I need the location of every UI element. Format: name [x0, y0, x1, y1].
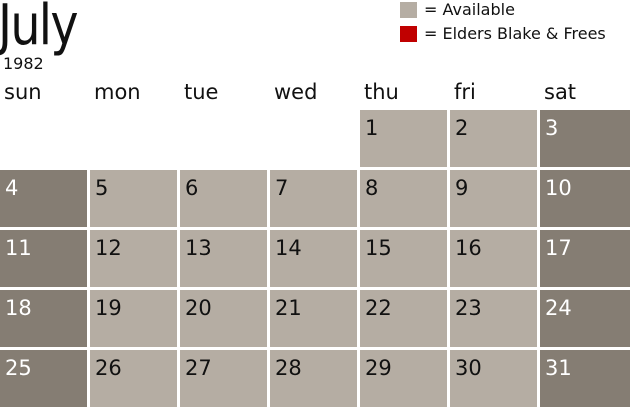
weekday-header-sat: sat [544, 80, 577, 104]
day-cell-17[interactable]: 17 [540, 230, 630, 287]
day-cell-28[interactable]: 28 [270, 350, 357, 407]
day-cell-1[interactable]: 1 [360, 110, 447, 167]
day-cell-25[interactable]: 25 [0, 350, 87, 407]
day-cell-18[interactable]: 18 [0, 290, 87, 347]
day-cell-24[interactable]: 24 [540, 290, 630, 347]
weekday-header-fri: fri [454, 80, 476, 104]
weekday-header-thu: thu [364, 80, 399, 104]
day-cell-27[interactable]: 27 [180, 350, 267, 407]
day-cell-10[interactable]: 10 [540, 170, 630, 227]
day-cell-5[interactable]: 5 [90, 170, 177, 227]
month-title: July [0, 0, 79, 58]
legend-elders: = Elders Blake & Frees [400, 24, 606, 43]
weekday-header-wed: wed [274, 80, 318, 104]
day-cell-31[interactable]: 31 [540, 350, 630, 407]
day-cell-4[interactable]: 4 [0, 170, 87, 227]
day-cell-21[interactable]: 21 [270, 290, 357, 347]
legend-swatch [400, 1, 417, 18]
day-cell-30[interactable]: 30 [450, 350, 537, 407]
weekday-header-tue: tue [184, 80, 219, 104]
legend-label: = Elders Blake & Frees [424, 24, 606, 43]
day-cell-19[interactable]: 19 [90, 290, 177, 347]
legend-swatch [400, 25, 417, 42]
legend-label: = Available [424, 0, 515, 19]
day-cell-29[interactable]: 29 [360, 350, 447, 407]
day-cell-22[interactable]: 22 [360, 290, 447, 347]
weekday-header-mon: mon [94, 80, 141, 104]
day-cell-3[interactable]: 3 [540, 110, 630, 167]
day-cell-20[interactable]: 20 [180, 290, 267, 347]
day-cell-2[interactable]: 2 [450, 110, 537, 167]
day-cell-15[interactable]: 15 [360, 230, 447, 287]
day-cell-8[interactable]: 8 [360, 170, 447, 227]
day-cell-6[interactable]: 6 [180, 170, 267, 227]
day-cell-13[interactable]: 13 [180, 230, 267, 287]
year-label: 1982 [3, 54, 44, 73]
weekday-header-sun: sun [4, 80, 42, 104]
day-cell-11[interactable]: 11 [0, 230, 87, 287]
legend-available: = Available [400, 0, 515, 19]
day-cell-26[interactable]: 26 [90, 350, 177, 407]
day-cell-14[interactable]: 14 [270, 230, 357, 287]
day-cell-12[interactable]: 12 [90, 230, 177, 287]
day-cell-23[interactable]: 23 [450, 290, 537, 347]
day-cell-16[interactable]: 16 [450, 230, 537, 287]
day-cell-9[interactable]: 9 [450, 170, 537, 227]
day-cell-7[interactable]: 7 [270, 170, 357, 227]
